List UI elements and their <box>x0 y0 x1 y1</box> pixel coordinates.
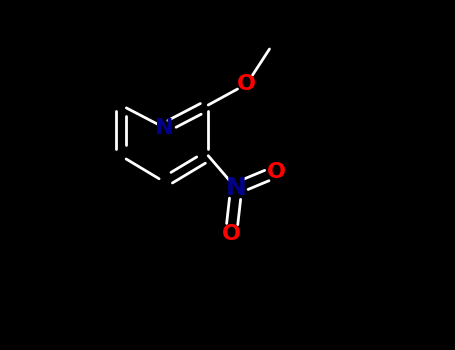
Text: N: N <box>155 118 174 138</box>
Text: O: O <box>222 224 241 245</box>
Text: O: O <box>237 74 256 94</box>
Text: N: N <box>226 176 247 200</box>
Text: O: O <box>267 161 286 182</box>
